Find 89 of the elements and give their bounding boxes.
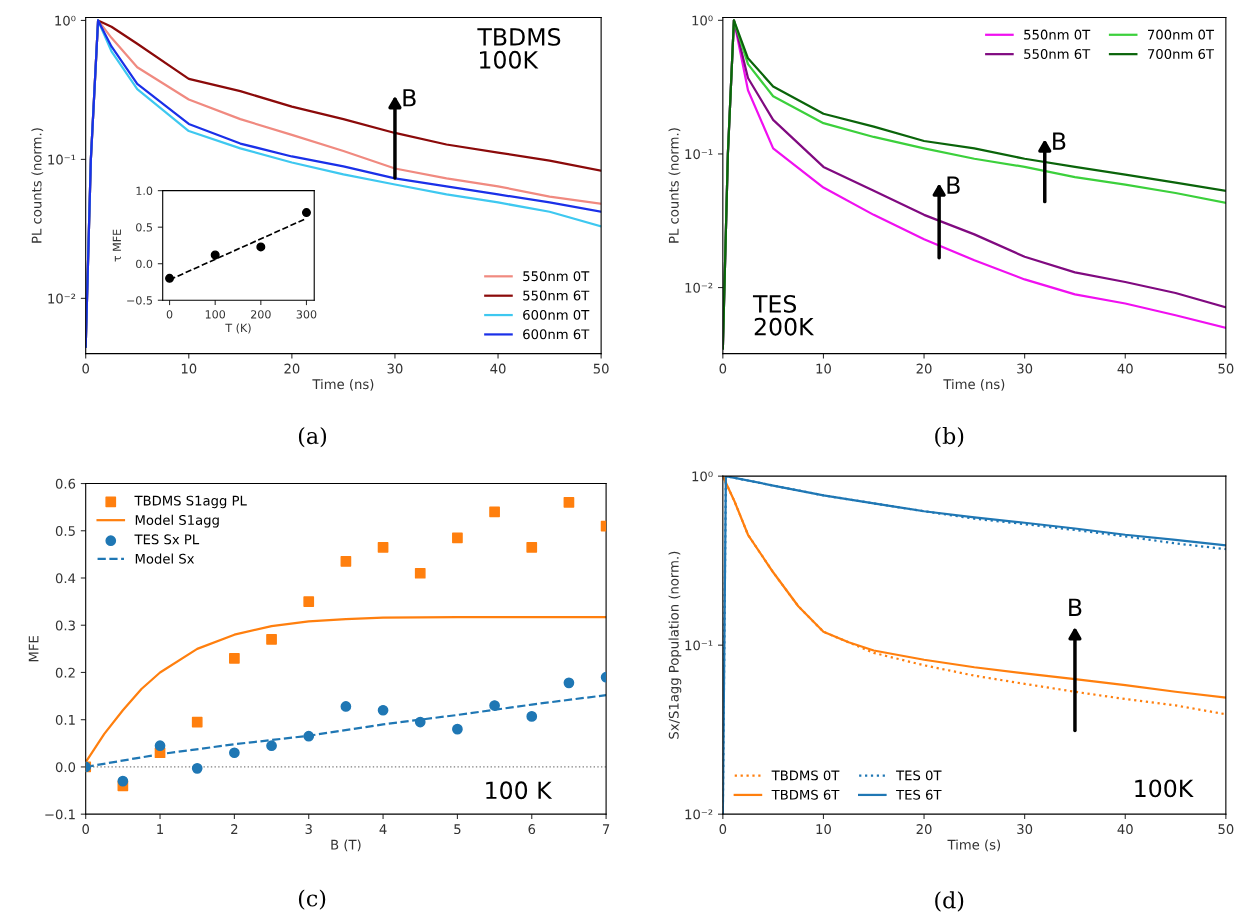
y-tick-label: 10⁰ xyxy=(692,471,713,482)
legend-label: Model Sx xyxy=(135,553,195,564)
y-tick-label: 10⁻¹ xyxy=(48,154,76,165)
x-tick-label: 0 xyxy=(166,310,173,319)
x-tick-label: 40 xyxy=(1117,363,1133,374)
x-axis-title: B (T) xyxy=(331,839,361,852)
x-tick-label: 5 xyxy=(454,824,461,835)
y-axis-title: PL counts (norm.) xyxy=(668,128,681,243)
y-tick-label: 0.5 xyxy=(136,223,153,232)
x-axis-title: Time (ns) xyxy=(312,378,374,391)
y-tick-label: 10⁻¹ xyxy=(685,640,713,651)
legend-label: 700nm 0T xyxy=(1148,29,1215,40)
y-tick-label: 10⁻² xyxy=(685,282,713,293)
legend-label: Model S1agg xyxy=(135,514,219,528)
x-tick-label: 20 xyxy=(916,824,932,835)
x-tick-label: 50 xyxy=(1218,363,1234,374)
annotation: B xyxy=(403,89,416,107)
x-tick-label: 50 xyxy=(593,363,609,374)
x-axis-title: Time (s) xyxy=(947,839,1001,852)
x-tick-label: 30 xyxy=(387,363,403,374)
y-tick-label: 0.5 xyxy=(55,525,75,536)
y-axis-title: τ MFE xyxy=(112,229,121,262)
annotation: B xyxy=(947,176,960,194)
x-tick-label: 30 xyxy=(1017,824,1033,835)
legend-label: TES Sx PL xyxy=(134,534,200,545)
y-tick-label: 10⁰ xyxy=(55,15,76,26)
y-tick-label: −0.5 xyxy=(127,296,153,305)
x-tick-label: 4 xyxy=(379,824,387,834)
annotation: 100K xyxy=(1135,779,1194,798)
x-tick-label: 10 xyxy=(816,363,831,374)
x-tick-label: 3 xyxy=(305,824,312,835)
legend-label: TBDMS 0T xyxy=(771,770,840,781)
legend-label: TES 0T xyxy=(896,770,942,781)
y-axis-title: Sx/S1agg Population (norm.) xyxy=(668,551,682,739)
x-tick-label: 30 xyxy=(1017,363,1033,374)
x-tick-label: 0 xyxy=(719,363,727,374)
y-tick-label: 0.4 xyxy=(55,573,76,584)
legend-label: 550nm 6T xyxy=(523,290,590,301)
text: (b) xyxy=(935,426,964,448)
legend-label: TBDMS 6T xyxy=(771,789,840,800)
y-tick-label: 1.0 xyxy=(136,186,153,196)
y-tick-label: −0.1 xyxy=(45,809,75,820)
text: (a) xyxy=(298,426,327,448)
y-tick-label: 10⁻² xyxy=(685,809,713,820)
y-tick-label: 0.2 xyxy=(55,667,75,678)
x-tick-label: 20 xyxy=(916,363,932,374)
legend-label: 550nm 6T xyxy=(1024,48,1091,59)
text: (c) xyxy=(298,889,326,910)
x-tick-label: 300 xyxy=(296,310,317,319)
y-tick-label: 10⁻¹ xyxy=(685,149,713,160)
x-tick-label: 50 xyxy=(1218,824,1234,835)
y-axis-title: PL counts (norm.) xyxy=(31,128,44,243)
annotation: B xyxy=(1069,598,1082,616)
x-tick-label: 7 xyxy=(602,824,610,834)
x-tick-label: 100 xyxy=(205,310,226,319)
x-axis-title: T (K) xyxy=(225,323,251,334)
legend-label: 550nm 0T xyxy=(1024,29,1091,40)
x-tick-label: 40 xyxy=(490,363,506,374)
x-tick-label: 0 xyxy=(82,824,90,835)
legend-label: TES 6T xyxy=(896,789,942,800)
y-tick-label: 0.0 xyxy=(136,259,153,269)
x-tick-label: 2 xyxy=(231,824,238,834)
text: (d) xyxy=(935,891,964,912)
x-tick-label: 200 xyxy=(251,310,271,319)
annotation: TES 200K xyxy=(752,294,815,336)
annotation: TBDMS 100K xyxy=(477,28,561,69)
x-axis-title: Time (ns) xyxy=(943,378,1005,391)
y-axis-title: MFE xyxy=(28,636,39,662)
y-tick-label: 0.6 xyxy=(55,478,76,489)
x-tick-label: 10 xyxy=(816,824,831,835)
y-tick-label: 0.3 xyxy=(55,620,75,631)
x-tick-label: 40 xyxy=(1117,824,1133,835)
legend-label: 600nm 6T xyxy=(523,329,590,340)
x-tick-label: 1 xyxy=(157,824,164,834)
y-tick-label: 10⁰ xyxy=(692,15,713,26)
x-tick-label: 20 xyxy=(284,363,300,374)
legend-label: 600nm 0T xyxy=(523,309,590,320)
x-tick-label: 0 xyxy=(82,363,90,374)
legend-label: 550nm 0T xyxy=(523,271,590,282)
y-tick-label: 0.1 xyxy=(55,714,75,725)
x-tick-label: 6 xyxy=(528,824,536,835)
x-tick-label: 10 xyxy=(181,363,197,374)
y-tick-label: 0.0 xyxy=(55,762,76,773)
legend-label: TBDMS S1agg PL xyxy=(134,495,247,509)
x-tick-label: 0 xyxy=(719,824,727,835)
annotation: B xyxy=(1053,132,1066,150)
y-tick-label: 10⁻² xyxy=(48,293,76,304)
legend-label: 700nm 6T xyxy=(1148,48,1215,59)
annotation: 100 K xyxy=(486,781,553,800)
